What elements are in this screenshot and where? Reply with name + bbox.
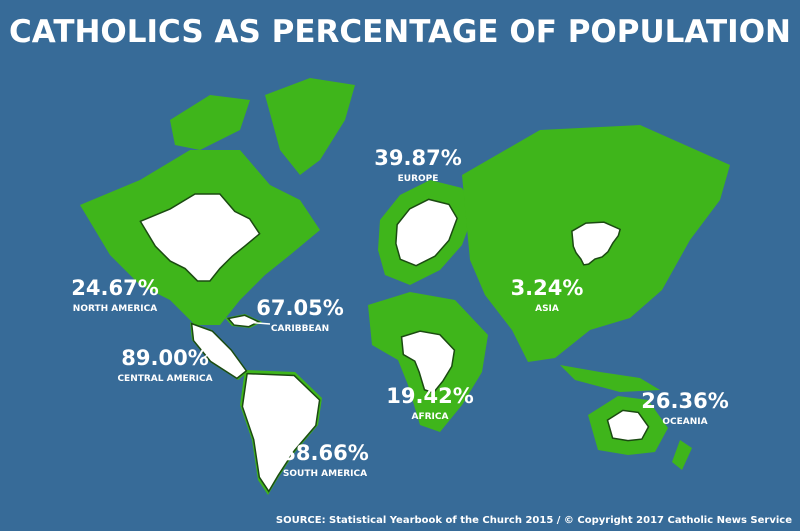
leader-line [244, 321, 271, 325]
share-shape [190, 322, 248, 380]
region-name: CENTRAL AMERICA [117, 374, 212, 384]
percent-label: 67.05% [256, 296, 343, 320]
percent-label: 89.00% [121, 346, 208, 370]
new-zealand [672, 440, 692, 470]
indonesia [560, 365, 660, 392]
percent-label: 3.24% [511, 276, 584, 300]
percent-label: 19.42% [386, 384, 473, 408]
percent-label: 26.36% [641, 389, 728, 413]
title: CATHOLICS AS PERCENTAGE OF POPULATION [9, 14, 791, 50]
share-shape [571, 221, 622, 266]
leader-line [199, 349, 216, 361]
share-shape [395, 198, 458, 267]
region-name: CARIBBEAN [271, 324, 329, 334]
region-name: OCEANIA [662, 417, 707, 427]
region-name: NORTH AMERICA [73, 304, 157, 314]
region-name: ASIA [535, 304, 559, 314]
region-name: SOUTH AMERICA [283, 469, 367, 479]
region-name: EUROPE [398, 174, 439, 184]
share-shape [226, 314, 261, 328]
source: SOURCE: Statistical Yearbook of the Chur… [276, 515, 792, 526]
share-shape [139, 193, 261, 282]
arctic-islands [170, 95, 250, 150]
share-shape [606, 409, 650, 442]
percent-label: 39.87% [374, 146, 461, 170]
share-shape [400, 330, 456, 394]
percent-label: 24.67% [71, 276, 158, 300]
greenland [265, 78, 355, 175]
region-name: AFRICA [412, 412, 449, 422]
share-shape [241, 372, 321, 493]
percent-label: 88.66% [281, 441, 368, 465]
